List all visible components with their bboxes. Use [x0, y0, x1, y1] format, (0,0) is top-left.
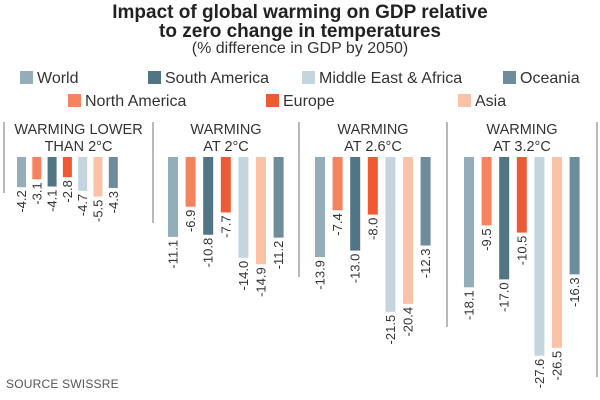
value-label: -8.0 [365, 218, 380, 240]
bar-asia [403, 157, 413, 304]
value-label: -12.3 [418, 249, 433, 279]
chart-subtitle: (% difference in GDP by 2050) [191, 40, 409, 57]
value-label: -11.2 [271, 241, 286, 270]
value-label: -6.9 [183, 210, 198, 232]
chart-title-line-2: to zero change in temperatures [159, 21, 441, 42]
bar-asia [93, 157, 103, 197]
bar-south-america [47, 157, 57, 187]
bar-asia [256, 157, 266, 265]
legend-swatch-europe [266, 94, 279, 107]
panel-title: THAN 2°C [45, 139, 113, 155]
bar-oceania [108, 157, 118, 188]
bar-europe [62, 157, 72, 178]
panel-title: AT 2°C [203, 139, 249, 155]
bar-north-america [332, 157, 343, 211]
bar-world [464, 157, 474, 288]
value-label: -13.0 [348, 254, 363, 284]
bar-north-america [481, 157, 492, 226]
bar-europe [516, 157, 527, 233]
value-label: -2.8 [60, 180, 75, 202]
legend-item-world: World [20, 70, 79, 88]
value-label: -13.9 [313, 260, 328, 290]
legend-item-asia: Asia [458, 93, 506, 111]
legend-swatch-oceania [503, 71, 516, 84]
legend-label: South America [165, 70, 270, 87]
bar-asia [552, 157, 562, 348]
value-label: -20.4 [401, 307, 416, 337]
legend-swatch-north-america [68, 94, 81, 107]
legend-swatch-south-america [148, 71, 161, 84]
bar-middle-east-and-africa [78, 157, 88, 191]
value-label: -11.1 [166, 240, 181, 269]
value-label: -18.1 [462, 290, 477, 320]
value-label: -14.0 [236, 261, 251, 291]
legend-item-oceania: Oceania [503, 70, 580, 88]
legend-item-middle-east-africa: Middle East & Africa [302, 70, 462, 88]
bar-middle-east-and-africa [385, 157, 396, 312]
legend-label: North America [85, 93, 187, 110]
value-label: -4.3 [106, 191, 121, 213]
legend-label: Asia [475, 93, 507, 110]
bar-oceania [420, 157, 431, 246]
legend-label: Middle East & Africa [319, 70, 463, 87]
bar-europe [220, 157, 231, 213]
legend-label: Europe [283, 93, 335, 110]
panel-title: WARMING LOWER [14, 122, 142, 138]
value-label: -14.9 [254, 267, 269, 297]
value-label: -17.0 [497, 282, 512, 312]
bar-oceania [569, 157, 580, 275]
panel-title: WARMING [337, 122, 408, 138]
bar-north-america [32, 157, 42, 180]
legend-swatch-asia [458, 94, 471, 107]
value-label: -4.1 [45, 190, 60, 212]
value-label: -7.7 [218, 215, 233, 237]
value-label: -7.4 [330, 213, 345, 235]
bar-north-america [185, 157, 196, 207]
bar-south-america [350, 157, 361, 251]
legend-item-south-america: South America [148, 70, 269, 88]
value-label: -21.5 [383, 315, 398, 345]
panel-title: AT 3.2°C [493, 139, 551, 155]
value-label: -9.5 [479, 228, 494, 250]
value-label: -16.3 [567, 277, 582, 307]
legend-label: Oceania [520, 70, 580, 87]
bar-oceania [273, 157, 284, 238]
bar-world [17, 157, 26, 188]
value-label: -4.7 [75, 194, 90, 216]
bar-europe [367, 157, 378, 215]
value-label: -26.5 [550, 351, 565, 381]
bar-world [168, 157, 178, 237]
bar-south-america [203, 157, 214, 235]
bar-south-america [499, 157, 510, 280]
legend-swatch-world [20, 71, 33, 84]
panel-title: WARMING [486, 122, 557, 138]
panel-title: WARMING [190, 122, 261, 138]
bar-middle-east-and-africa [238, 157, 249, 258]
legend-item-north-america: North America [68, 93, 186, 111]
value-label: -27.6 [532, 359, 547, 389]
value-label: -4.2 [14, 190, 29, 212]
source-note: SOURCE SWISSRE [6, 377, 119, 391]
legend-item-europe: Europe [266, 93, 335, 111]
legend-swatch-middle-east-africa [302, 71, 315, 84]
legend-label: World [37, 70, 79, 87]
value-label: -10.8 [201, 238, 216, 268]
value-label: -5.5 [91, 200, 106, 222]
value-label: -10.5 [514, 236, 529, 266]
bar-middle-east-and-africa [534, 157, 545, 356]
chart-title-line-1: Impact of global warming on GDP relative [112, 2, 488, 23]
bar-world [315, 157, 325, 258]
value-label: -3.1 [29, 182, 44, 204]
panel-title: AT 2.6°C [344, 139, 402, 155]
